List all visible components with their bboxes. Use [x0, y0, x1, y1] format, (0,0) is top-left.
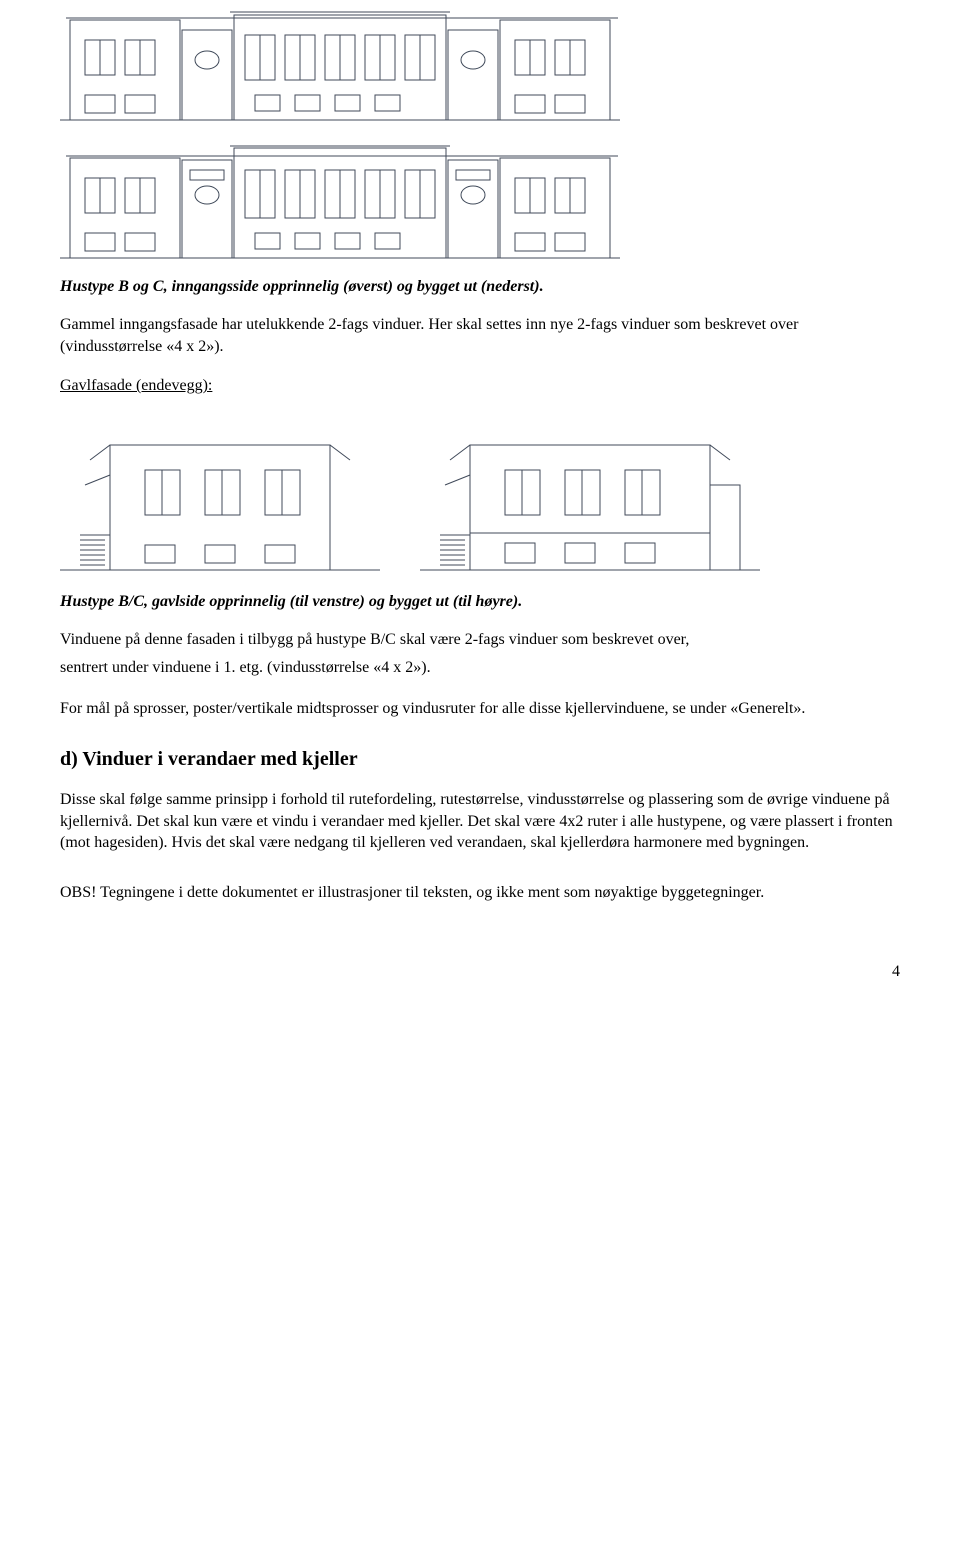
facade-drawing-top: [60, 0, 900, 260]
page-number: 4: [60, 963, 900, 981]
heading-gavlfasade: Gavlfasade (endevegg):: [60, 377, 900, 395]
figure1-caption: Hustype B og C, inngangsside opprinnelig…: [60, 278, 900, 296]
paragraph-1: Gammel inngangsfasade har utelukkende 2-…: [60, 314, 900, 357]
figure2-caption: Hustype B/C, gavlside opprinnelig (til v…: [60, 593, 900, 611]
section-d-body: Disse skal følge samme prinsipp i forhol…: [60, 789, 900, 854]
paragraph-2: Vinduene på denne fasaden i tilbygg på h…: [60, 629, 900, 651]
obs-note: OBS! Tegningene i dette dokumentet er il…: [60, 882, 900, 904]
facade-drawing-gable: [60, 415, 900, 575]
paragraph-3: sentrert under vinduene i 1. etg. (vindu…: [60, 657, 900, 679]
paragraph-4: For mål på sprosser, poster/vertikale mi…: [60, 698, 900, 720]
section-d-title: d) Vinduer i verandaer med kjeller: [60, 748, 900, 771]
